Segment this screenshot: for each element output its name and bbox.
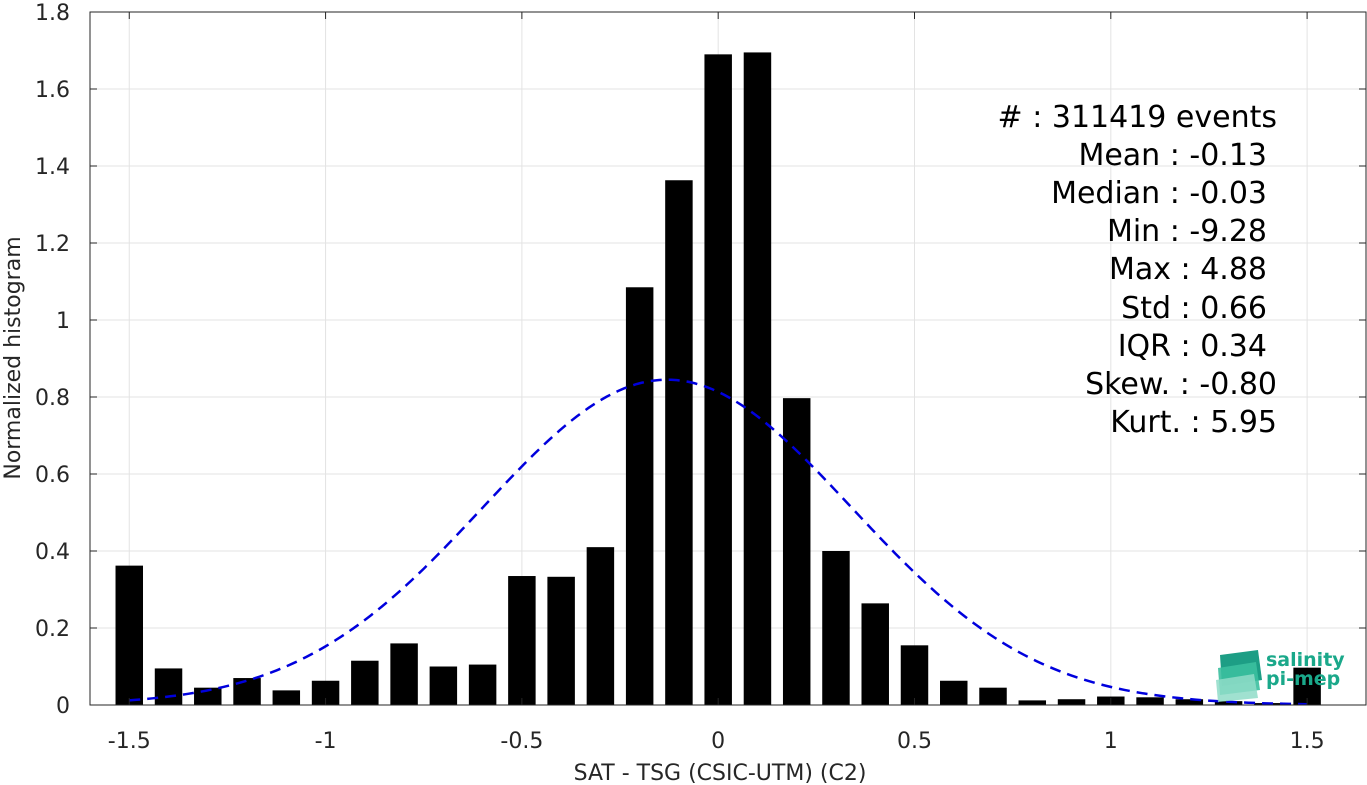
y-tick-label-9: 1.8 bbox=[35, 1, 70, 26]
bar-27 bbox=[1175, 699, 1204, 705]
logo-line2: pi-mep bbox=[1266, 668, 1340, 690]
bar-13 bbox=[625, 287, 654, 705]
bar-15 bbox=[704, 54, 732, 706]
bar-17 bbox=[782, 398, 811, 705]
x-tick-label-5: 1 bbox=[1104, 729, 1118, 754]
ticks bbox=[90, 11, 1366, 706]
y-tick-label-7: 1.4 bbox=[35, 155, 70, 180]
y-tick-label-4: 0.8 bbox=[35, 386, 70, 411]
bar-21 bbox=[940, 680, 968, 705]
y-tick-label-5: 1 bbox=[56, 309, 70, 334]
bar-12 bbox=[586, 547, 615, 705]
x-tick-label-4: 0.5 bbox=[897, 729, 932, 754]
tick-labels: -1.5 -1 -0.5 0 0.5 1 1.5 0 0.2 0.4 0.6 0.8 1 1.2 1.4 1.… bbox=[35, 1, 1325, 754]
y-tick-label-0: 0 bbox=[56, 694, 70, 719]
bar-19 bbox=[861, 603, 889, 705]
bar-8 bbox=[429, 666, 458, 705]
logo-line1: salinity bbox=[1266, 649, 1345, 671]
bar-18 bbox=[822, 551, 850, 705]
y-axis-label: Normalized histogram bbox=[1, 236, 26, 479]
x-tick-label-1: -1 bbox=[315, 729, 337, 754]
salinity-pimep-logo: salinity pi-mep bbox=[1216, 649, 1345, 702]
x-tick-label-0: -1.5 bbox=[108, 729, 151, 754]
stat-mean: Mean : -0.13 bbox=[1078, 138, 1267, 173]
stat-median: Median : -0.03 bbox=[1051, 176, 1267, 211]
bar-20 bbox=[900, 645, 929, 705]
x-tick-label-2: -0.5 bbox=[500, 729, 543, 754]
bar-10 bbox=[508, 576, 536, 705]
bar-14 bbox=[665, 180, 693, 705]
stat-min: Min : -9.28 bbox=[1107, 214, 1267, 249]
y-tick-label-1: 0.2 bbox=[35, 617, 70, 642]
stat-kurt: Kurt. : 5.95 bbox=[1110, 405, 1277, 440]
stat-max: Max : 4.88 bbox=[1109, 252, 1267, 287]
bar-26 bbox=[1136, 697, 1164, 705]
bar-22 bbox=[979, 687, 1007, 705]
stat-iqr: IQR : 0.34 bbox=[1118, 329, 1267, 364]
y-tick-label-6: 1.2 bbox=[35, 232, 70, 257]
bar-16 bbox=[743, 52, 772, 706]
bar-0 bbox=[115, 565, 144, 705]
bar-4 bbox=[272, 690, 301, 705]
y-tick-label-8: 1.6 bbox=[35, 78, 70, 103]
plot-frame bbox=[89, 11, 1367, 706]
y-tick-label-2: 0.4 bbox=[35, 540, 70, 565]
y-tick-label-3: 0.6 bbox=[35, 463, 70, 488]
x-tick-label-6: 1.5 bbox=[1290, 729, 1325, 754]
stat-events: # : 311419 events bbox=[998, 100, 1277, 135]
bars bbox=[115, 52, 1321, 706]
bar-1 bbox=[154, 668, 183, 705]
bar-24 bbox=[1057, 699, 1086, 705]
bar-9 bbox=[468, 664, 497, 705]
stat-skew: Skew. : -0.80 bbox=[1085, 367, 1277, 402]
stat-std: Std : 0.66 bbox=[1121, 291, 1267, 326]
wave-icon bbox=[1216, 650, 1262, 702]
bar-6 bbox=[351, 660, 379, 705]
bar-7 bbox=[390, 643, 418, 705]
stats-box: # : 311419 events Mean : -0.13 Median : … bbox=[998, 100, 1277, 440]
bar-11 bbox=[547, 576, 575, 705]
fit-curve bbox=[129, 378, 1308, 706]
x-tick-label-3: 0 bbox=[711, 729, 725, 754]
x-axis-label: SAT - TSG (CSIC-UTM) (C2) bbox=[574, 761, 867, 785]
bar-28 bbox=[1214, 701, 1243, 705]
bar-23 bbox=[1018, 700, 1047, 705]
